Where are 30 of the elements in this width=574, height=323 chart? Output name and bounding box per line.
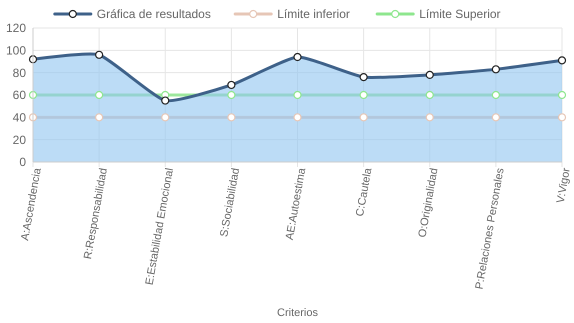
x-tick-label: P:Relaciones Personales: [473, 166, 507, 290]
x-tick-label: E:Estabilidad Emocional: [144, 167, 176, 286]
point: [558, 113, 566, 122]
x-axis-title: Criterios: [277, 307, 318, 319]
point: [161, 113, 170, 122]
y-tick-label: 120: [6, 21, 26, 36]
legend-label: Gráfica de resultados: [96, 7, 211, 22]
x-tick-label: V:Vigor: [554, 166, 573, 204]
point: [426, 90, 434, 100]
legend-label: Límite inferior: [277, 7, 350, 22]
point: [558, 90, 566, 100]
y-tick-label: 20: [12, 132, 26, 147]
x-tick-label: C:Cautela: [354, 166, 375, 218]
y-tick-label: 0: [19, 155, 26, 170]
point: [95, 113, 104, 122]
point: [293, 113, 302, 122]
y-tick-label: 80: [12, 66, 26, 80]
legend-label: Límite Superior: [419, 7, 501, 22]
point: [360, 90, 368, 100]
point: [227, 113, 236, 122]
y-tick-label: 60: [12, 88, 26, 102]
point: [293, 90, 302, 100]
point: [227, 90, 236, 100]
y-tick-label: 40: [12, 110, 26, 125]
point: [426, 113, 434, 122]
point: [492, 113, 500, 122]
point: [492, 90, 500, 100]
y-tick-label: 100: [6, 44, 26, 58]
point: [95, 90, 104, 100]
point: [360, 113, 368, 122]
